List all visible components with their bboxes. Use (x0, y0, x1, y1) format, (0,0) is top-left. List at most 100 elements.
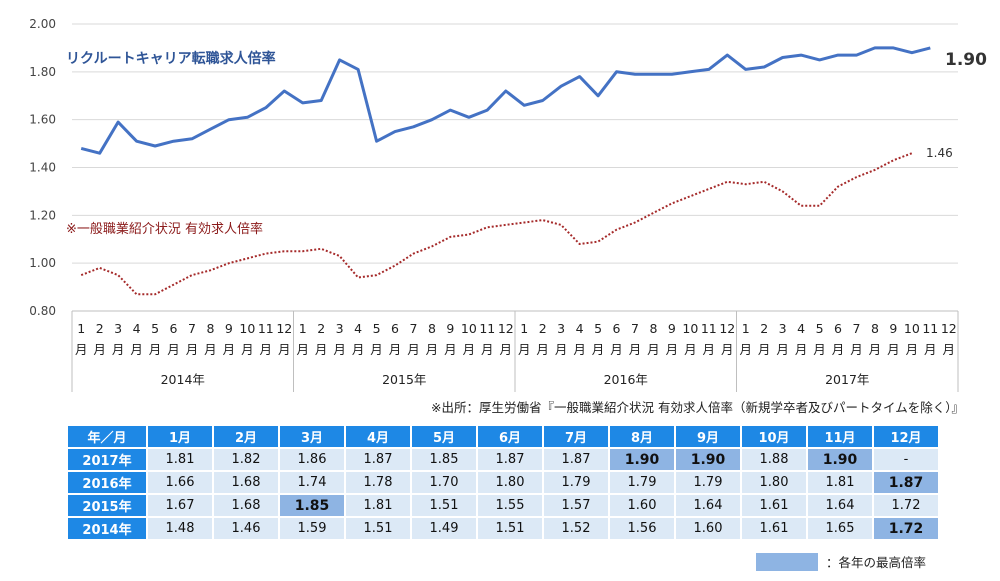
x-tick-month-number: 1 (742, 321, 750, 336)
y-tick-label: 0.80 (29, 304, 56, 318)
table-cell: 1.88 (742, 449, 806, 470)
x-tick-month-number: 10 (239, 321, 255, 336)
x-tick-month-number: 7 (853, 321, 861, 336)
x-tick-month-suffix: 月 (500, 342, 513, 357)
x-tick-month-suffix: 月 (463, 342, 476, 357)
x-year-label: 2015年 (382, 372, 426, 387)
x-tick-month-number: 12 (941, 321, 957, 336)
table-year-cell: 2014年 (68, 518, 146, 539)
table-body: 2017年 1.81 1.82 1.86 1.87 1.85 1.87 1.87 1.90 1.9… (68, 449, 938, 539)
table-month-header: 7月 (544, 426, 608, 447)
table-cell: 1.87 (478, 449, 542, 470)
x-tick-month-number: 6 (391, 321, 399, 336)
x-tick-month-suffix: 月 (592, 342, 605, 357)
y-tick-label: 1.20 (29, 208, 56, 222)
table-year-cell: 2015年 (68, 495, 146, 516)
y-tick-label: 1.00 (29, 256, 56, 270)
series-title-jobs-ratio: ※一般職業紹介状況 有効求人倍率 (66, 222, 264, 237)
table-cell: 1.85 (412, 449, 476, 470)
x-tick-month-number: 1 (77, 321, 85, 336)
table-cell: - (874, 449, 938, 470)
x-tick-month-suffix: 月 (758, 342, 771, 357)
x-tick-month-number: 2 (96, 321, 104, 336)
table-month-header: 9月 (676, 426, 740, 447)
x-tick-month-suffix: 月 (647, 342, 660, 357)
x-tick-month-suffix: 月 (906, 342, 919, 357)
x-tick-month-suffix: 月 (481, 342, 494, 357)
x-tick-month-number: 2 (317, 321, 325, 336)
table-cell: 1.46 (214, 518, 278, 539)
x-tick-month-suffix: 月 (241, 342, 254, 357)
x-tick-month-number: 5 (816, 321, 824, 336)
x-tick-month-number: 5 (594, 321, 602, 336)
source-note: ※出所：厚生労働省『一般職業紹介状況 有効求人倍率（新規学卒者及びパートタイムを… (431, 400, 964, 415)
x-tick-month-number: 6 (613, 321, 621, 336)
table-row: 2016年 1.66 1.68 1.74 1.78 1.70 1.80 1.79 1.79 1.7… (68, 472, 938, 493)
table-cell: 1.72 (874, 518, 938, 539)
table-cell: 1.74 (280, 472, 344, 493)
table-month-header: 4月 (346, 426, 410, 447)
legend: ：各年の最高倍率 (756, 552, 926, 571)
table-cell: 1.79 (544, 472, 608, 493)
x-tick-month-suffix: 月 (333, 342, 346, 357)
x-tick-month-number: 4 (797, 321, 805, 336)
x-tick-month-number: 10 (682, 321, 698, 336)
end-label-recruit: 1.90 (945, 50, 987, 70)
table-cell: 1.56 (610, 518, 674, 539)
table-cell: 1.72 (874, 495, 938, 516)
table-row: 2017年 1.81 1.82 1.86 1.87 1.85 1.87 1.87 1.90 1.9… (68, 449, 938, 470)
x-tick-month-number: 10 (904, 321, 920, 336)
x-tick-month-number: 1 (520, 321, 528, 336)
table-cell: 1.81 (346, 495, 410, 516)
x-tick-month-suffix: 月 (721, 342, 734, 357)
table-cell: 1.82 (214, 449, 278, 470)
x-year-label: 2014年 (161, 372, 205, 387)
table-year-cell: 2017年 (68, 449, 146, 470)
x-tick-month-number: 8 (206, 321, 214, 336)
x-tick-month-suffix: 月 (887, 342, 900, 357)
x-tick-month-number: 1 (299, 321, 307, 336)
x-year-label: 2017年 (825, 372, 869, 387)
x-tick-month-number: 2 (760, 321, 768, 336)
table-month-header: 5月 (412, 426, 476, 447)
series-line-jobs-ratio (80, 152, 913, 296)
x-tick-month-number: 8 (649, 321, 657, 336)
x-tick-month-suffix: 月 (795, 342, 808, 357)
x-tick-month-number: 6 (834, 321, 842, 336)
x-tick-month-number: 2 (539, 321, 547, 336)
x-tick-month-suffix: 月 (684, 342, 697, 357)
x-tick-month-number: 5 (151, 321, 159, 336)
x-tick-month-suffix: 月 (610, 342, 623, 357)
table-cell: 1.64 (808, 495, 872, 516)
table-month-header: 2月 (214, 426, 278, 447)
series-lines (80, 46, 931, 296)
x-tick-month-number: 7 (188, 321, 196, 336)
x-tick-month-suffix: 月 (518, 342, 531, 357)
x-tick-month-suffix: 月 (776, 342, 789, 357)
x-tick-month-number: 5 (373, 321, 381, 336)
table-header-row: 年／月 1月 2月 3月 4月 5月 6月 7月 8月 9月 10月 11月 12月 (68, 426, 938, 447)
table-cell: 1.85 (280, 495, 344, 516)
table-cell: 1.81 (148, 449, 212, 470)
table-cell: 1.57 (544, 495, 608, 516)
x-tick-month-number: 8 (428, 321, 436, 336)
x-tick-month-suffix: 月 (426, 342, 439, 357)
legend-swatch (756, 552, 818, 571)
x-tick-month-suffix: 月 (260, 342, 273, 357)
table-year-cell: 2016年 (68, 472, 146, 493)
table-cell: 1.87 (544, 449, 608, 470)
x-tick-month-suffix: 月 (869, 342, 882, 357)
table-month-header: 11月 (808, 426, 872, 447)
end-label-jobs-ratio: 1.46 (926, 146, 953, 160)
x-tick-month-suffix: 月 (186, 342, 199, 357)
x-tick-month-number: 12 (276, 321, 292, 336)
table-cell: 1.52 (544, 518, 608, 539)
x-tick-month-number: 3 (336, 321, 344, 336)
x-axis: 1月2月3月4月5月6月7月8月9月10月11月12月2014年1月2月3月4月… (71, 310, 959, 392)
x-tick-month-suffix: 月 (407, 342, 420, 357)
x-tick-month-suffix: 月 (573, 342, 586, 357)
table-month-header: 1月 (148, 426, 212, 447)
table-cell: 1.67 (148, 495, 212, 516)
table-corner-header: 年／月 (68, 426, 146, 447)
line-chart: 2.001.801.601.401.201.000.80 1月2月3月4月5月6… (29, 17, 959, 392)
